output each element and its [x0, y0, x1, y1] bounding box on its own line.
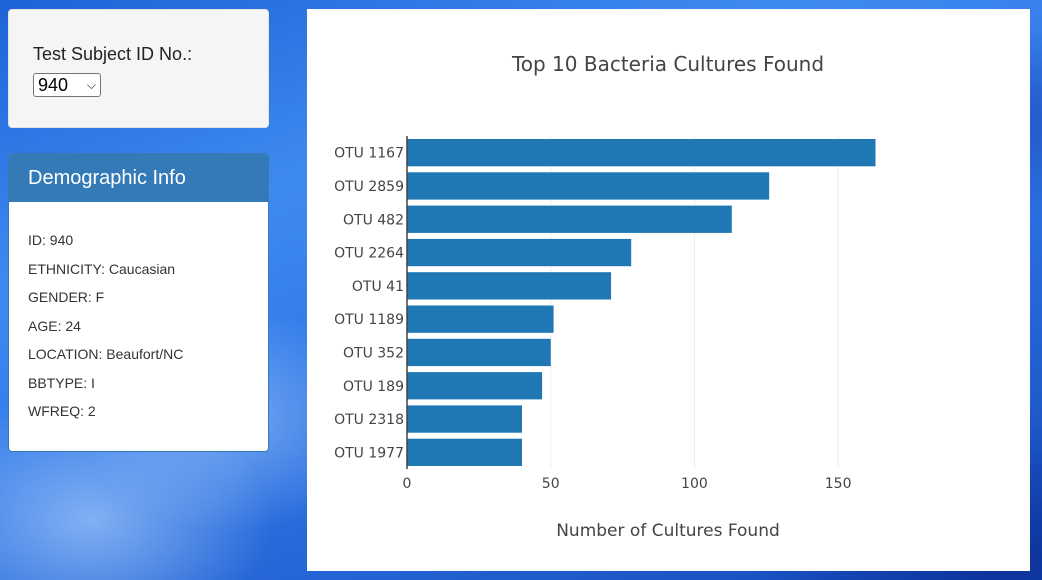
- demographic-row: LOCATION: Beaufort/NC: [28, 346, 184, 362]
- bar: [407, 305, 554, 333]
- bar-chart-panel: Top 10 Bacteria Cultures Found OTU 1167 OT…: [307, 9, 1030, 571]
- demographic-row: WFREQ: 2: [28, 403, 96, 419]
- y-tick-label: OTU 352: [343, 345, 404, 361]
- y-tick-label: OTU 41: [352, 279, 404, 295]
- demographic-row: AGE: 24: [28, 317, 81, 334]
- x-axis-label: Number of Cultures Found: [556, 521, 780, 541]
- subject-id-select[interactable]: 940 ⌵: [33, 73, 101, 97]
- subject-select-value: 940: [38, 74, 69, 95]
- subject-select-label: Test Subject ID No.:: [33, 44, 193, 64]
- bar: [407, 405, 522, 433]
- demographic-row: ID: 940: [28, 232, 74, 248]
- demographic-row: BBTYPE: I: [28, 374, 95, 391]
- demographic-info-heading: Demographic Info: [9, 154, 268, 202]
- x-tick-label: 150: [825, 476, 852, 492]
- demographic-row: ETHNICITY: Caucasian: [28, 260, 176, 277]
- demographic-info-body: ID: 940 ETHNICITY: Caucasian GENDER: F AGE:…: [9, 202, 268, 430]
- bar: [407, 438, 522, 467]
- y-tick-label: OTU 2264: [334, 246, 404, 262]
- demographic-row: GENDER: F: [28, 289, 105, 305]
- y-tick-label: OTU 189: [343, 379, 404, 395]
- bar: [407, 372, 543, 400]
- demographic-info-panel: Demographic Info ID: 940 ETHNICITY: Cauca…: [8, 153, 269, 452]
- chevron-down-icon: ⌵: [86, 77, 96, 92]
- x-tick-label: 0: [403, 476, 412, 492]
- y-tick-label: OTU 2859: [334, 179, 404, 195]
- chart-title: Top 10 Bacteria Cultures Found: [511, 52, 824, 76]
- x-tick-label: 100: [681, 476, 708, 492]
- bar: [407, 338, 551, 367]
- bar: [407, 205, 732, 233]
- bar: [407, 172, 770, 200]
- bar: [407, 238, 632, 267]
- y-tick-label: OTU 1977: [334, 445, 404, 461]
- x-tick-label: 50: [542, 476, 560, 492]
- bar: [407, 272, 612, 300]
- bar: [407, 138, 876, 167]
- y-tick-label: OTU 1189: [334, 312, 404, 328]
- subject-selector-panel: Test Subject ID No.: 940 ⌵: [8, 9, 269, 128]
- y-tick-label: OTU 1167: [334, 146, 404, 162]
- y-tick-label: OTU 482: [343, 212, 404, 228]
- y-tick-label: OTU 2318: [334, 412, 404, 428]
- bar-chart: Top 10 Bacteria Cultures Found OTU 1167 OT…: [334, 52, 876, 541]
